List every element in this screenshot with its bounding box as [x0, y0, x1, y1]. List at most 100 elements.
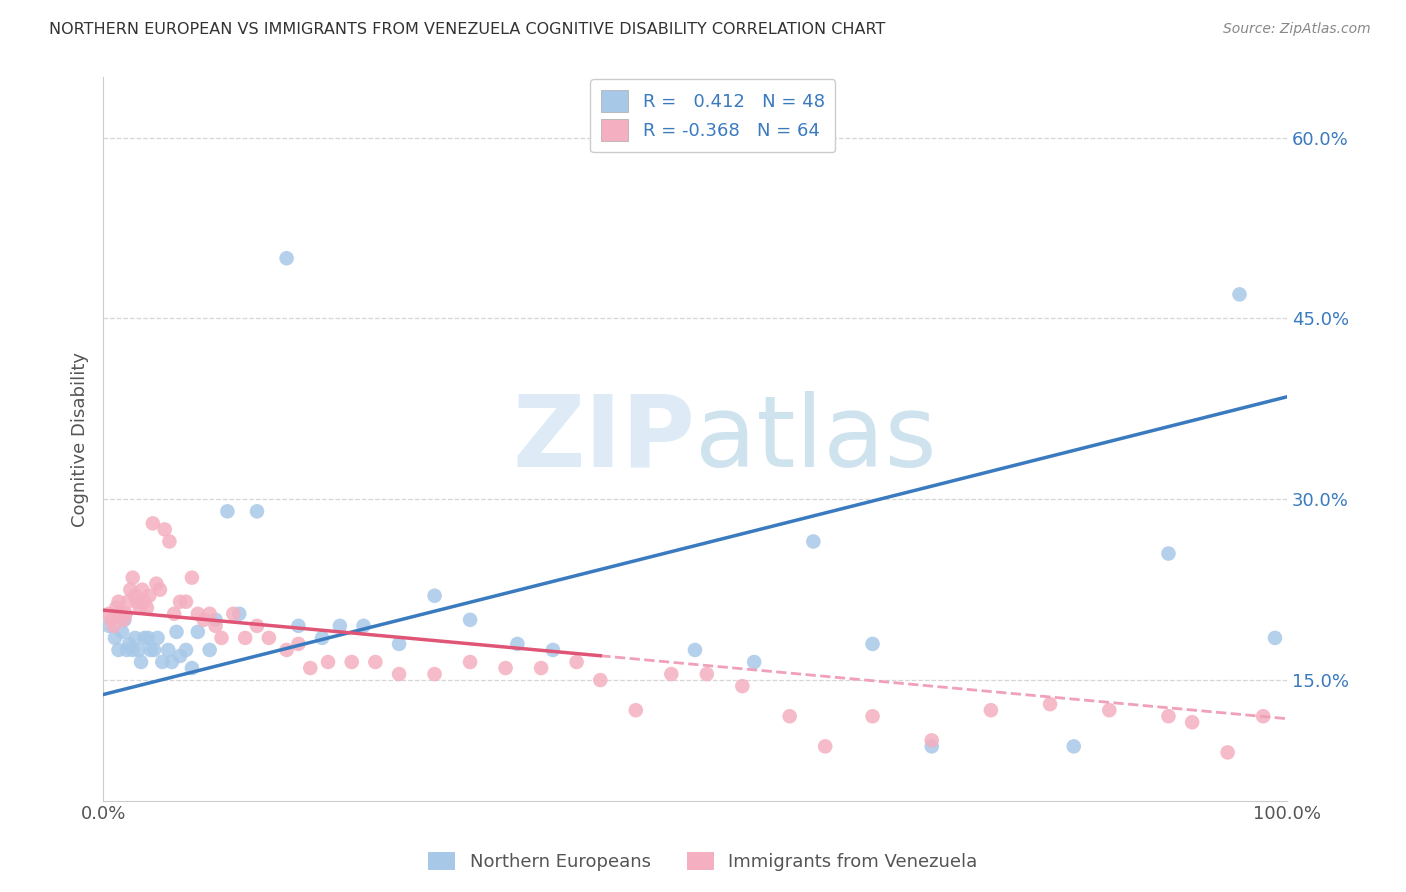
Point	[204, 613, 226, 627]
Point	[217, 504, 239, 518]
Point	[276, 252, 298, 266]
Point	[180, 661, 202, 675]
Point	[246, 504, 269, 518]
Point	[112, 613, 135, 627]
Point	[1251, 709, 1274, 723]
Point	[134, 595, 156, 609]
Point	[353, 619, 375, 633]
Point	[204, 619, 226, 633]
Point	[169, 595, 191, 609]
Point	[299, 661, 322, 675]
Point	[311, 631, 333, 645]
Point	[921, 739, 943, 754]
Point	[801, 534, 824, 549]
Point	[98, 607, 121, 621]
Point	[683, 643, 706, 657]
Point	[1181, 715, 1204, 730]
Point	[145, 576, 167, 591]
Point	[105, 600, 128, 615]
Point	[276, 643, 298, 657]
Point	[124, 589, 146, 603]
Point	[980, 703, 1002, 717]
Point	[129, 655, 152, 669]
Point	[193, 613, 215, 627]
Point	[458, 655, 481, 669]
Point	[329, 619, 352, 633]
Point	[388, 637, 411, 651]
Point	[180, 571, 202, 585]
Text: atlas: atlas	[695, 391, 936, 488]
Point	[565, 655, 588, 669]
Point	[1157, 547, 1180, 561]
Point	[135, 600, 157, 615]
Point	[163, 607, 186, 621]
Point	[174, 595, 197, 609]
Point	[120, 582, 142, 597]
Point	[530, 661, 553, 675]
Point	[624, 703, 647, 717]
Point	[114, 613, 136, 627]
Point	[121, 571, 143, 585]
Point	[117, 595, 139, 609]
Point	[121, 643, 143, 657]
Text: Source: ZipAtlas.com: Source: ZipAtlas.com	[1223, 22, 1371, 37]
Point	[124, 631, 146, 645]
Point	[153, 523, 176, 537]
Point	[128, 600, 150, 615]
Point	[316, 655, 339, 669]
Point	[174, 643, 197, 657]
Point	[115, 643, 138, 657]
Point	[114, 607, 136, 621]
Point	[169, 648, 191, 663]
Point	[98, 619, 121, 633]
Point	[541, 643, 564, 657]
Point	[233, 631, 256, 645]
Point	[1039, 697, 1062, 711]
Point	[111, 624, 134, 639]
Point	[862, 709, 884, 723]
Point	[814, 739, 837, 754]
Point	[921, 733, 943, 747]
Point	[589, 673, 612, 687]
Point	[779, 709, 801, 723]
Point	[118, 637, 141, 651]
Point	[222, 607, 245, 621]
Point	[340, 655, 363, 669]
Point	[364, 655, 387, 669]
Point	[128, 643, 150, 657]
Point	[107, 595, 129, 609]
Point	[1229, 287, 1251, 301]
Point	[166, 624, 188, 639]
Point	[495, 661, 517, 675]
Text: ZIP: ZIP	[512, 391, 695, 488]
Legend: R =   0.412   N = 48, R = -0.368   N = 64: R = 0.412 N = 48, R = -0.368 N = 64	[591, 79, 835, 153]
Point	[110, 607, 132, 621]
Point	[731, 679, 754, 693]
Point	[149, 582, 172, 597]
Point	[1264, 631, 1286, 645]
Point	[1157, 709, 1180, 723]
Point	[211, 631, 233, 645]
Point	[136, 631, 159, 645]
Point	[104, 631, 127, 645]
Point	[742, 655, 765, 669]
Point	[1063, 739, 1085, 754]
Point	[287, 619, 309, 633]
Point	[287, 637, 309, 651]
Y-axis label: Cognitive Disability: Cognitive Disability	[72, 351, 89, 526]
Point	[134, 631, 156, 645]
Point	[198, 607, 221, 621]
Point	[103, 619, 125, 633]
Point	[100, 613, 122, 627]
Point	[1098, 703, 1121, 717]
Point	[157, 534, 180, 549]
Point	[198, 643, 221, 657]
Point	[228, 607, 250, 621]
Point	[131, 582, 153, 597]
Point	[696, 667, 718, 681]
Point	[157, 643, 180, 657]
Point	[458, 613, 481, 627]
Point	[160, 655, 183, 669]
Point	[246, 619, 269, 633]
Legend: Northern Europeans, Immigrants from Venezuela: Northern Europeans, Immigrants from Vene…	[420, 845, 986, 879]
